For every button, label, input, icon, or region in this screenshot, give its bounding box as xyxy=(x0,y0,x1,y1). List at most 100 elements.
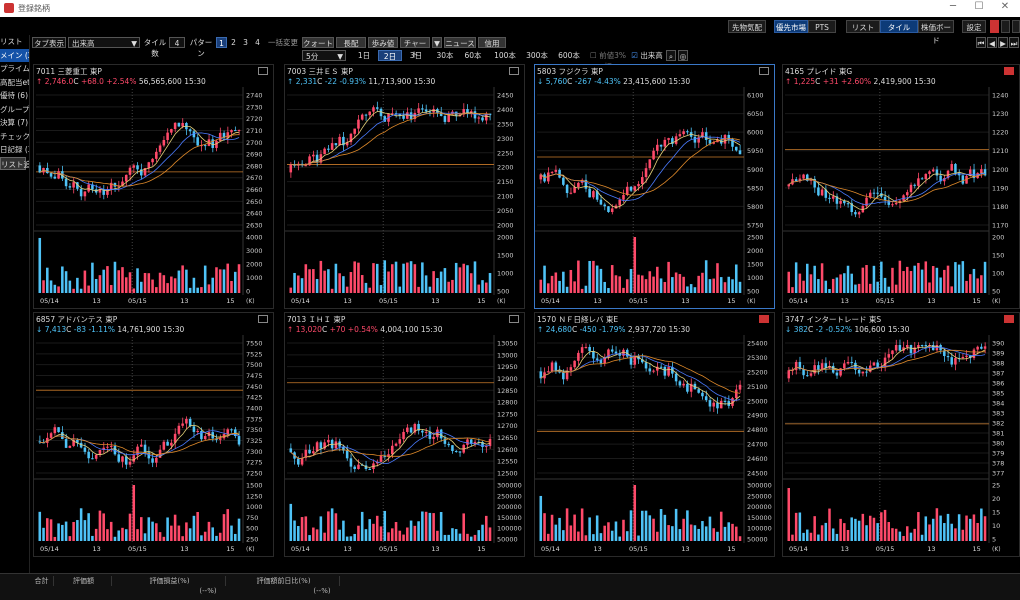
price-chart[interactable]: 1240 1230 1220 1210 1200 1190 1180 1170 200 150 10… xyxy=(783,87,1019,309)
period-3d[interactable]: 3日 xyxy=(409,51,423,60)
news-button[interactable]: ニュース xyxy=(444,37,476,48)
price-tick-label: 7300 xyxy=(246,448,263,456)
price-tick-label: 389 xyxy=(992,350,1004,358)
first-page-icon[interactable]: ⏮ xyxy=(976,37,986,48)
sidebar-item-earnings[interactable]: 決算 (7) xyxy=(0,118,29,127)
tile-menu-icon[interactable] xyxy=(258,315,268,323)
settings-button[interactable]: 設定 xyxy=(962,20,986,33)
priority-market-button[interactable]: 優先市場 xyxy=(774,20,808,33)
pattern-1-button[interactable]: 1 xyxy=(216,37,227,48)
price-chart[interactable]: 2740 2730 2720 2710 2700 2690 2680 2670 2660 2650… xyxy=(34,87,273,309)
maximize-icon[interactable]: ☐ xyxy=(974,1,984,12)
tile-alert-icon[interactable] xyxy=(1004,315,1014,323)
candle-body xyxy=(906,192,909,196)
prev-close-checkbox[interactable]: ☐ 前値3%幅 xyxy=(588,50,628,71)
pts-button[interactable]: PTS xyxy=(808,20,836,33)
stock-tile[interactable]: 1570 ＮＦ日経レバ 東E ↑ 24,680C -450 -1.79% 2,9… xyxy=(534,312,775,557)
sidebar-item-record[interactable]: 日記録 (3) xyxy=(0,145,29,154)
sidebar-item-main[interactable]: メイン (28) xyxy=(0,48,29,62)
period-1d[interactable]: 1日 xyxy=(357,51,371,60)
candle-body xyxy=(64,439,68,448)
stock-tile[interactable]: 7003 三井ＥＳ 東P ↑ 2,331C -22 -0.93% 11,713,… xyxy=(284,64,525,309)
volume-bar xyxy=(87,513,90,541)
close-icon[interactable]: ✕ xyxy=(1000,1,1010,12)
text-icon[interactable] xyxy=(1012,20,1020,33)
tile-menu-icon[interactable] xyxy=(509,315,519,323)
candle-body xyxy=(883,357,887,367)
tile-view-button[interactable]: タイル xyxy=(880,20,918,33)
volume-bar xyxy=(824,522,828,541)
pattern-2-button[interactable]: 2 xyxy=(231,38,236,47)
board-view-button[interactable]: 株価ボード xyxy=(918,20,954,45)
gear-icon[interactable] xyxy=(1001,20,1010,33)
tile-menu-icon[interactable] xyxy=(759,67,769,75)
tile-alert-icon[interactable] xyxy=(1004,67,1014,75)
pattern-3-button[interactable]: 3 xyxy=(243,38,248,47)
sidebar-item-yutai[interactable]: 優待 (6) xyxy=(0,91,29,100)
volume-bar xyxy=(207,284,211,293)
sidebar-item-group[interactable]: グループ (3) xyxy=(0,104,30,114)
candle-body xyxy=(843,363,846,369)
tick-button[interactable]: 歩み値 xyxy=(368,37,398,48)
volume-tick-label: 2000 xyxy=(246,261,263,269)
candle-body xyxy=(203,145,207,147)
period-300[interactable]: 300本 xyxy=(526,51,548,60)
period-30[interactable]: 30本 xyxy=(436,51,454,60)
last-page-icon[interactable]: ⏭ xyxy=(1009,37,1019,48)
list-view-button[interactable]: リスト xyxy=(846,20,880,33)
price-tick-label: 6050 xyxy=(747,110,764,118)
tile-menu-icon[interactable] xyxy=(258,67,268,75)
zoom-icon[interactable]: ⌕ xyxy=(666,50,676,61)
stock-tile[interactable]: 7011 三菱重工 東P ↑ 2,746.0C +68.0 +2.54% 56,… xyxy=(33,64,274,309)
add-list-button[interactable]: リスト追加 xyxy=(0,156,29,170)
period-60[interactable]: 60本 xyxy=(464,51,482,60)
long-quote-button[interactable]: 長配 xyxy=(336,37,366,48)
prev-page-icon[interactable]: ◀ xyxy=(987,37,997,48)
period-600[interactable]: 600本 xyxy=(558,51,580,60)
price-chart[interactable]: 7550 7525 7500 7475 7450 7425 7400 7375 7350 7325… xyxy=(34,335,273,557)
price-chart[interactable]: 13050 13000 12950 12900 12850 12800 12750 12700… xyxy=(285,335,524,557)
candle-body xyxy=(424,431,428,433)
price-tick-label: 2730 xyxy=(246,103,263,111)
price-tick-label: 25400 xyxy=(747,340,768,348)
minimize-icon[interactable]: ─ xyxy=(949,1,957,12)
candle-body xyxy=(345,450,349,459)
interval-select[interactable]: 5分 ▼ xyxy=(302,50,346,61)
volume-checkbox[interactable]: ☑ 出来高 xyxy=(631,51,663,60)
chart-dropdown-icon[interactable]: ▼ xyxy=(432,37,442,48)
volume-bar xyxy=(625,531,629,541)
candle-body xyxy=(802,369,805,376)
stock-tile[interactable]: 4165 プレイド 東G ↑ 1,225C +31 +2.60% 2,419,9… xyxy=(782,64,1020,309)
stock-tile[interactable]: 6857 アドバンテス 東P ↓ 7,413C -83 -1.11% 14,76… xyxy=(33,312,274,557)
futures-button[interactable]: 先物気配 xyxy=(728,20,766,33)
chart-button[interactable]: チャート xyxy=(400,37,430,59)
candle-body xyxy=(618,353,622,356)
price-chart[interactable]: 25400 25300 25200 25100 25000 24900 24800 24700… xyxy=(535,335,774,557)
period-2d[interactable]: 2日 xyxy=(378,50,402,61)
credit-button[interactable]: 信用 xyxy=(478,37,506,48)
volume-select[interactable]: 出来高 ▼ xyxy=(68,37,140,48)
eval-day-ratio-label: 評価額前日比(%) xyxy=(228,576,340,586)
tile-count-input[interactable]: 4 xyxy=(169,37,185,48)
sidebar-item-prime[interactable]: プライム (6) xyxy=(0,64,30,73)
tab-display-button[interactable]: タブ表示 xyxy=(32,37,66,48)
next-page-icon[interactable]: ▶ xyxy=(998,37,1008,48)
stock-tile[interactable]: 5803 フジクラ 東P ↓ 5,760C -267 -4.43% 23,415… xyxy=(534,64,775,309)
target-icon[interactable]: ◎ xyxy=(678,50,688,61)
sidebar-item-check[interactable]: チェック用 ( xyxy=(0,131,30,141)
tile-alert-icon[interactable] xyxy=(759,315,769,323)
candle-body xyxy=(954,164,957,173)
period-100[interactable]: 100本 xyxy=(494,51,516,60)
price-chart[interactable]: 2450 2400 2350 2300 2250 2200 2150 2100 2050 2000… xyxy=(285,87,524,309)
quote-button[interactable]: クォート xyxy=(302,37,334,48)
tile-menu-icon[interactable] xyxy=(509,67,519,75)
stock-tile[interactable]: 3747 インタートレード 東S ↓ 382C -2 -0.52% 106,60… xyxy=(782,312,1020,557)
stock-tile[interactable]: 7013 ＩＨＩ 東P ↑ 13,020C +70 +0.54% 4,004,1… xyxy=(284,312,525,557)
alert-icon[interactable] xyxy=(990,20,999,33)
price-chart[interactable]: 390 389 388 387 386 385 384 383 382 381 380 379 378 3… xyxy=(783,335,1019,557)
sidebar-item-list[interactable]: リスト xyxy=(0,37,23,46)
sidebar-item-dividend-etf[interactable]: 高配当etf xyxy=(0,77,30,87)
pattern-4-button[interactable]: 4 xyxy=(255,38,260,47)
candle-body xyxy=(972,169,976,179)
price-chart[interactable]: 6100 6050 6000 5950 5900 5850 5800 5750 2500 2000… xyxy=(535,87,774,309)
